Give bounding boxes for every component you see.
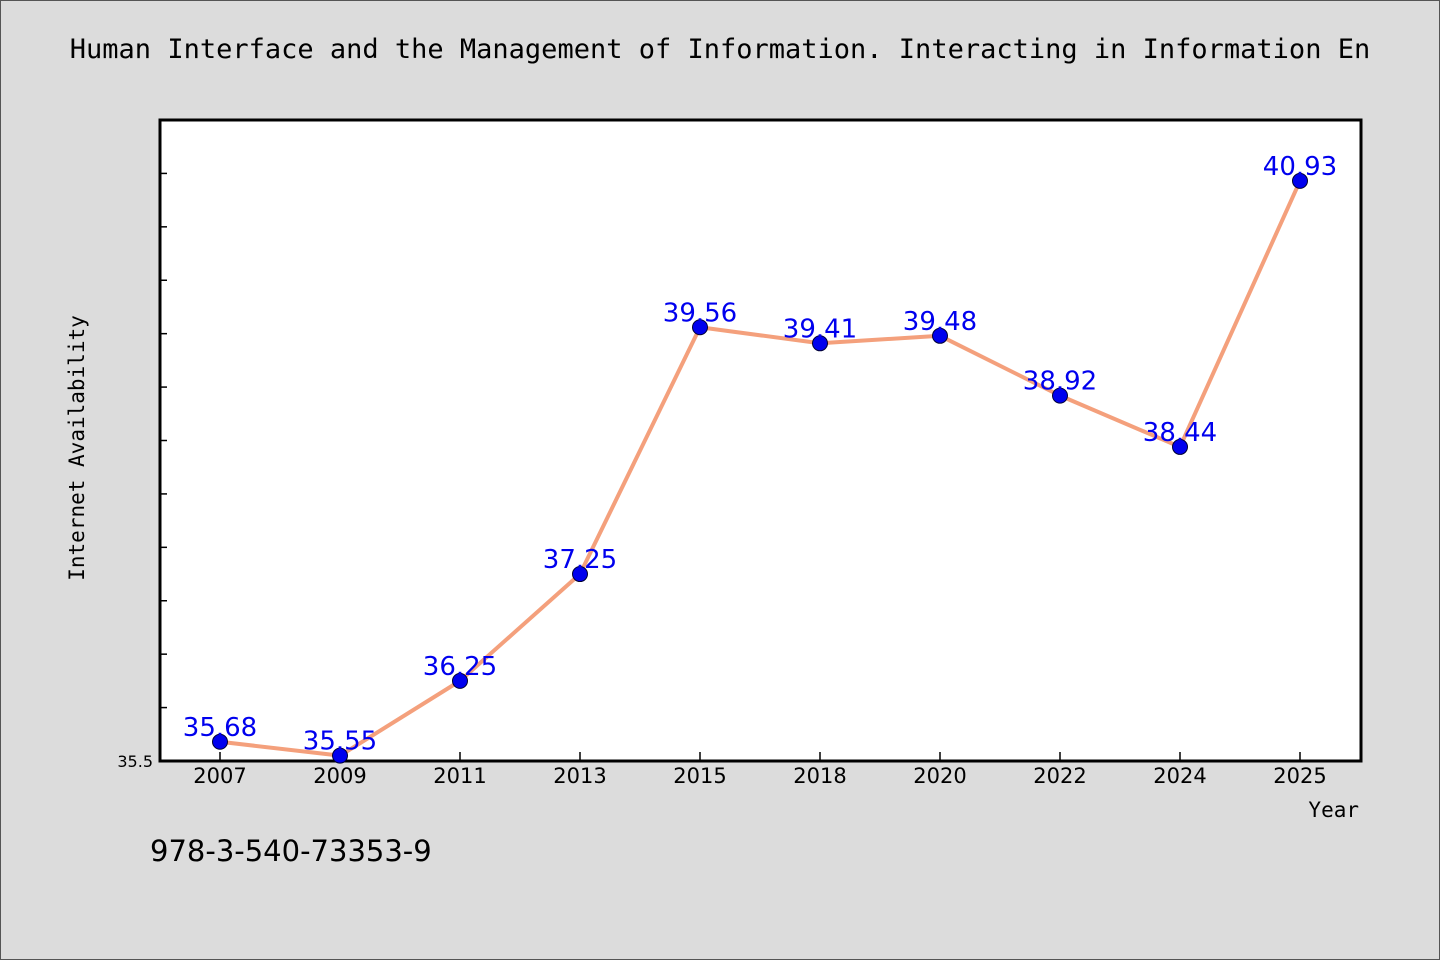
series-line-0 <box>219 180 1302 758</box>
x-axis-label: Year <box>1308 798 1359 822</box>
data-point-2009 <box>332 747 348 764</box>
data-label-2013: 37.25 <box>543 545 617 575</box>
x-tick-label-2020: 2020 <box>913 764 966 788</box>
data-label-2022: 38.92 <box>1023 367 1097 397</box>
data-point-2022 <box>1052 387 1068 404</box>
isbn-text: 978-3-540-73353-9 <box>150 834 432 868</box>
x-tick-label-2007: 2007 <box>193 764 246 788</box>
y-axis-ticks: 35.5 <box>117 172 167 771</box>
data-label-2018: 39.41 <box>783 314 857 344</box>
data-label-2009: 35.55 <box>303 727 377 757</box>
data-point-2018 <box>812 335 828 352</box>
data-label-2025: 40.93 <box>1263 152 1337 182</box>
data-label-2015: 39.56 <box>663 298 737 328</box>
series-layer: 35.68 35.55 36.25 37.25 39.56 39.41 39.48 38.92… <box>183 152 1337 764</box>
data-point-2025 <box>1292 172 1308 189</box>
x-tick-label-2011: 2011 <box>433 764 486 788</box>
data-point-2015 <box>692 319 708 336</box>
data-label-2020: 39.48 <box>903 307 977 337</box>
data-label-2011: 36.25 <box>423 652 497 682</box>
x-tick-label-2015: 2015 <box>673 764 726 788</box>
y-axis-label: Internet Availability <box>65 315 89 581</box>
data-point-2020 <box>932 327 948 344</box>
data-label-2007: 35.68 <box>183 713 257 743</box>
x-tick-label-2022: 2022 <box>1033 764 1086 788</box>
x-tick-label-2025: 2025 <box>1273 764 1326 788</box>
x-axis-ticks: 2007 2009 2011 2013 2015 2018 2020 2022 2024 2025 <box>193 752 1327 788</box>
data-label-2024: 38.44 <box>1143 418 1217 448</box>
chart-title: Human Interface and the Management of In… <box>69 34 1371 65</box>
data-point-2013 <box>572 566 588 583</box>
x-tick-label-2013: 2013 <box>553 764 606 788</box>
data-point-2024 <box>1172 438 1188 455</box>
data-point-2007 <box>212 733 228 750</box>
y-tick-label-0: 35.5 <box>117 752 153 771</box>
x-tick-label-2009: 2009 <box>313 764 366 788</box>
x-tick-label-2018: 2018 <box>793 764 846 788</box>
x-tick-label-2024: 2024 <box>1153 764 1206 788</box>
data-point-2011 <box>452 672 468 689</box>
